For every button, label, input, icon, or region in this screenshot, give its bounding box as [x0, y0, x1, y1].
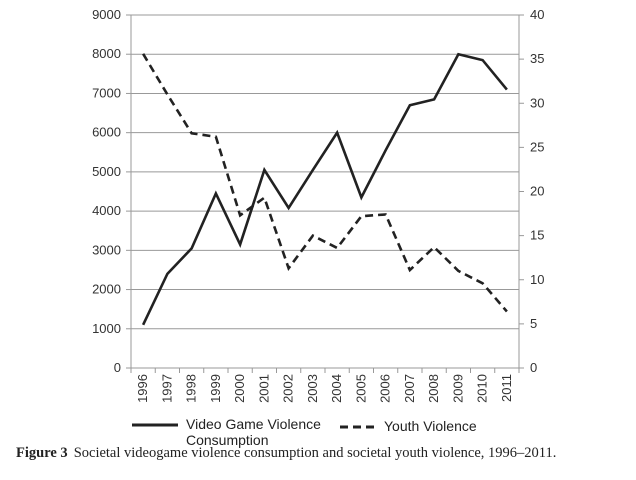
video-game-violence-line [141, 52, 508, 326]
figure-label: Figure 3 [16, 445, 68, 461]
legend-video-game: Video Game Violence Consumption [130, 416, 321, 448]
x-tick-label: 2002 [281, 374, 296, 403]
x-tick-label: 1998 [184, 374, 199, 403]
x-tick-label: 2003 [305, 374, 320, 403]
left-tick-label: 7000 [92, 85, 121, 100]
caption-text: Societal videogame violence consumption … [73, 445, 557, 461]
left-tick-label: 4000 [92, 203, 121, 218]
x-tick-label: 2011 [499, 374, 514, 402]
left-tick-label: 0 [114, 360, 121, 375]
left-tick-label: 8000 [92, 46, 121, 61]
left-tick-label: 2000 [92, 282, 121, 297]
legend-solid-swatch [132, 423, 178, 427]
right-tick-label: 30 [530, 95, 544, 110]
legend-label: Youth Violence [384, 418, 477, 434]
left-tick-label: 6000 [92, 125, 121, 140]
x-tick-label: 2006 [378, 374, 393, 403]
x-tick-label: 2007 [402, 374, 417, 403]
x-tick-label: 1996 [135, 374, 150, 403]
right-tick-label: 40 [530, 7, 544, 22]
left-tick-label: 3000 [92, 242, 121, 257]
right-tick-label: 15 [530, 228, 544, 243]
left-tick-label: 9000 [92, 7, 121, 22]
legend-youth-violence: Youth Violence [338, 418, 477, 434]
x-tick-label: 2004 [329, 374, 344, 403]
right-tick-label: 25 [530, 139, 544, 154]
x-tick-label: 2005 [353, 374, 368, 403]
x-tick-label: 2008 [426, 374, 441, 403]
left-tick-label: 5000 [92, 164, 121, 179]
x-tick-label: 1999 [208, 374, 223, 403]
x-tick-label: 2010 [475, 374, 490, 403]
left-tick-label: 1000 [92, 321, 121, 336]
right-tick-label: 35 [530, 51, 544, 66]
legend-dashed-swatch [340, 425, 376, 429]
right-tick-label: 0 [530, 360, 537, 375]
figure-caption: Figure 3 Societal videogame violence cons… [16, 445, 556, 462]
x-tick-label: 1997 [159, 374, 174, 403]
right-tick-label: 20 [530, 184, 544, 199]
dual-axis-line-chart: 0 1000 2000 3000 4000 5000 6000 7000 8000 9000 0 5 1… [92, 7, 544, 403]
youth-violence-line [142, 53, 508, 313]
x-tick-label: 2001 [256, 374, 271, 403]
right-tick-label: 5 [530, 316, 537, 331]
legend-label-line2: Consumption [186, 432, 269, 448]
legend-label-line1: Video Game Violence [186, 416, 321, 432]
x-tick-label: 2009 [450, 374, 465, 403]
right-tick-label: 10 [530, 272, 544, 287]
x-tick-label: 2000 [232, 374, 247, 403]
